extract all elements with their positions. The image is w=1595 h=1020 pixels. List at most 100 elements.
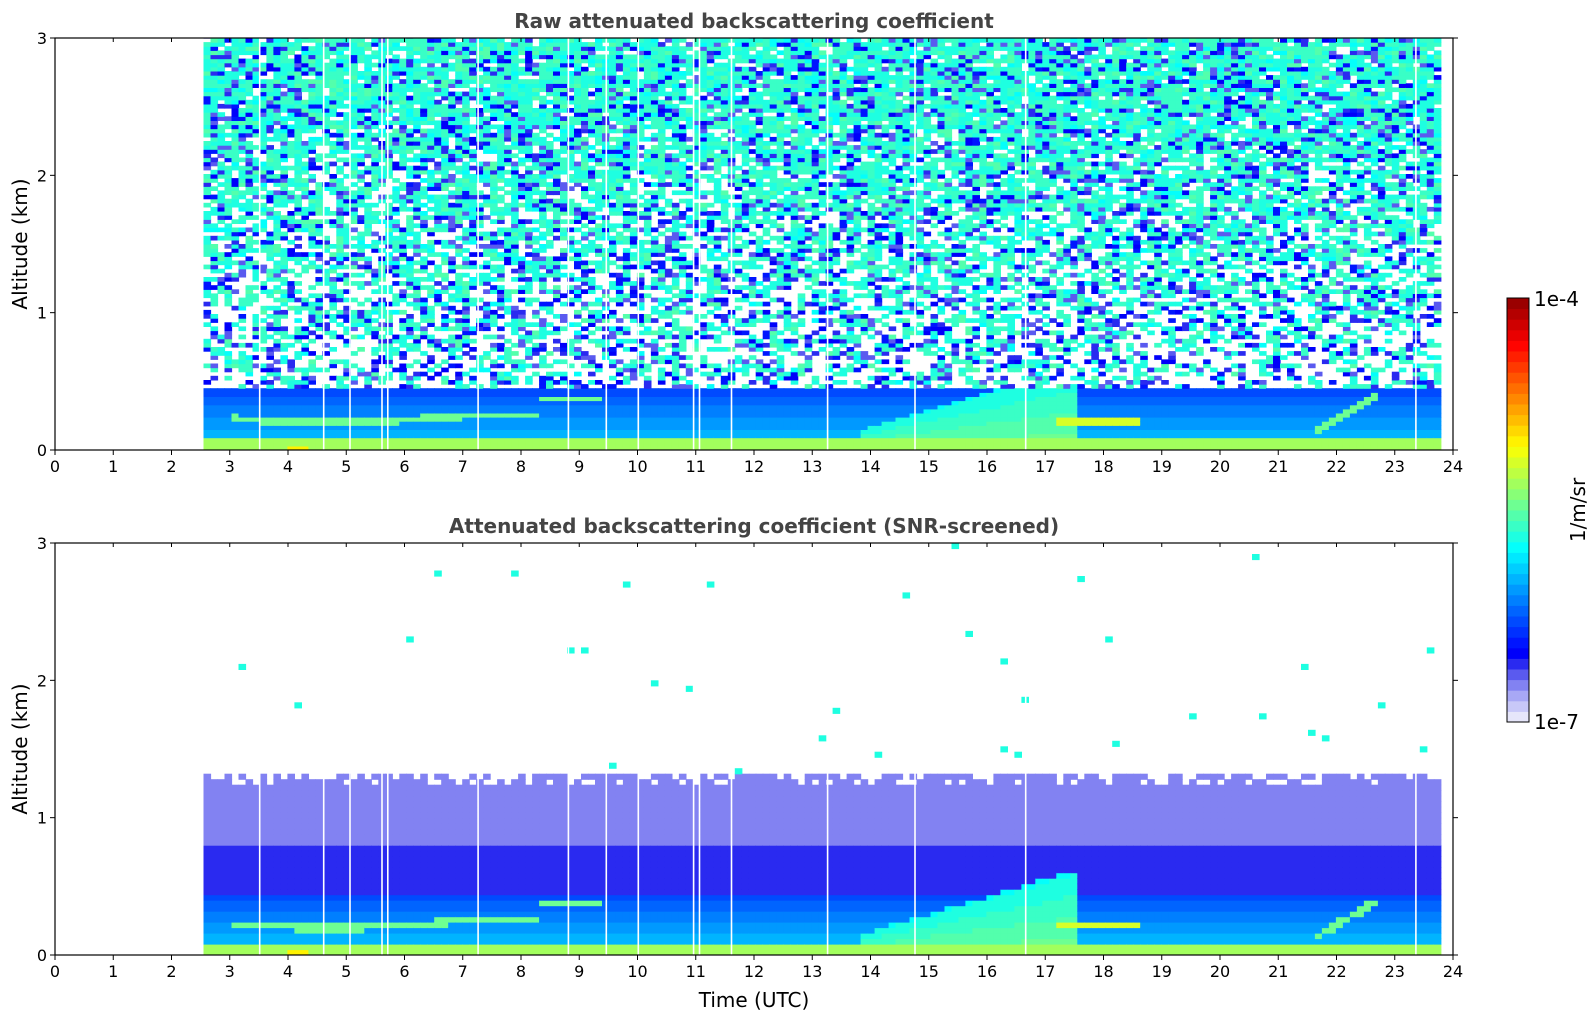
heatmap-cell [252, 38, 261, 43]
heatmap-cell [546, 46, 554, 51]
heatmap-cell [476, 58, 484, 64]
heatmap-cell [203, 314, 212, 319]
heatmap-cell [273, 429, 281, 435]
heatmap-cell [399, 425, 407, 430]
heatmap-cell [643, 116, 652, 121]
heatmap-cell [392, 75, 400, 80]
heatmap-cell [308, 441, 316, 447]
heatmap-cell [371, 71, 379, 76]
heatmap-cell [462, 351, 470, 356]
heatmap-cell [280, 380, 288, 385]
heatmap-cell [518, 91, 526, 97]
heatmap-cell [434, 441, 442, 447]
heatmap-cell [636, 248, 645, 253]
heatmap-cell [231, 157, 240, 163]
heatmap-cell [560, 396, 568, 402]
heatmap-cell [210, 330, 219, 336]
heatmap-cell [636, 124, 645, 130]
heatmap-cell [636, 54, 645, 60]
heatmap-cell [629, 153, 638, 159]
heatmap-cell [643, 417, 652, 422]
heatmap-cell [385, 103, 393, 109]
heatmap-cell [273, 268, 281, 274]
heatmap-cell [553, 38, 561, 43]
heatmap-cell [636, 281, 645, 286]
heatmap-cell [336, 42, 344, 47]
heatmap-cell [203, 289, 212, 294]
heatmap-cell [650, 157, 659, 163]
heatmap-cell [539, 285, 547, 290]
heatmap-cell [462, 190, 470, 196]
heatmap-cell [462, 235, 470, 241]
heatmap-cell [497, 124, 505, 130]
heatmap-cell [210, 198, 219, 204]
heatmap-cell [490, 174, 498, 179]
heatmap-cell [518, 174, 526, 179]
heatmap-cell [308, 408, 316, 414]
heatmap-cell [252, 231, 261, 237]
heatmap-cell [615, 108, 624, 113]
heatmap-cell [350, 103, 358, 109]
heatmap-cell [490, 412, 498, 418]
heatmap-cell [336, 244, 344, 249]
heatmap-cell [609, 392, 617, 397]
heatmap-cell [210, 334, 219, 340]
heatmap-cell [273, 211, 281, 216]
heatmap-cell [406, 445, 414, 450]
heatmap-cell [448, 153, 456, 159]
heatmap-cell [322, 112, 330, 117]
heatmap-cell [385, 120, 393, 126]
heatmap-cell [350, 83, 358, 88]
heatmap-cell [287, 132, 295, 138]
heatmap-cell [448, 120, 456, 126]
heatmap-cell [650, 305, 659, 311]
heatmap-cell [280, 400, 288, 406]
heatmap-cell [434, 215, 442, 220]
heatmap-cell [315, 54, 323, 60]
heatmap-cell [343, 145, 351, 150]
heatmap-cell [427, 87, 435, 93]
heatmap-cell [434, 46, 442, 51]
heatmap-cell [399, 297, 407, 303]
heatmap-cell [643, 429, 652, 435]
heatmap-cell [357, 124, 365, 130]
heatmap-cell [392, 206, 400, 212]
heatmap-cell [224, 375, 233, 381]
heatmap-cell [553, 174, 561, 179]
heatmap-cell [350, 396, 358, 402]
heatmap-cell [322, 99, 330, 105]
heatmap-cell [203, 412, 212, 418]
heatmap-cell [636, 404, 645, 410]
heatmap-cell [462, 165, 470, 171]
heatmap-cell [420, 351, 428, 356]
heatmap-cell [609, 384, 617, 389]
heatmap-cell [273, 99, 281, 105]
heatmap-cell [504, 293, 512, 299]
heatmap-cell [476, 281, 484, 286]
heatmap-cell [636, 421, 645, 426]
heatmap-cell [643, 136, 652, 142]
heatmap-cell [581, 194, 589, 200]
heatmap-cell [462, 149, 470, 154]
heatmap-cell [629, 347, 638, 352]
heatmap-cell [532, 371, 540, 377]
heatmap-cell [245, 371, 254, 377]
heatmap-cell [224, 437, 233, 443]
heatmap-cell [546, 231, 554, 237]
heatmap-cell [371, 116, 379, 121]
heatmap-cell [308, 239, 316, 245]
heatmap-cell [273, 248, 281, 253]
heatmap-cell [413, 99, 421, 105]
heatmap-cell [518, 272, 526, 278]
heatmap-cell [497, 116, 505, 121]
heatmap-cell [301, 437, 309, 443]
heatmap-cell [441, 206, 449, 212]
heatmap-cell [448, 342, 456, 348]
heatmap-cell [273, 219, 281, 224]
heatmap-cell [546, 445, 554, 450]
heatmap-cell [210, 441, 219, 447]
heatmap-cell [364, 264, 372, 270]
heatmap-cell [308, 211, 316, 216]
heatmap-cell [629, 408, 638, 414]
heatmap-cell [518, 182, 526, 187]
